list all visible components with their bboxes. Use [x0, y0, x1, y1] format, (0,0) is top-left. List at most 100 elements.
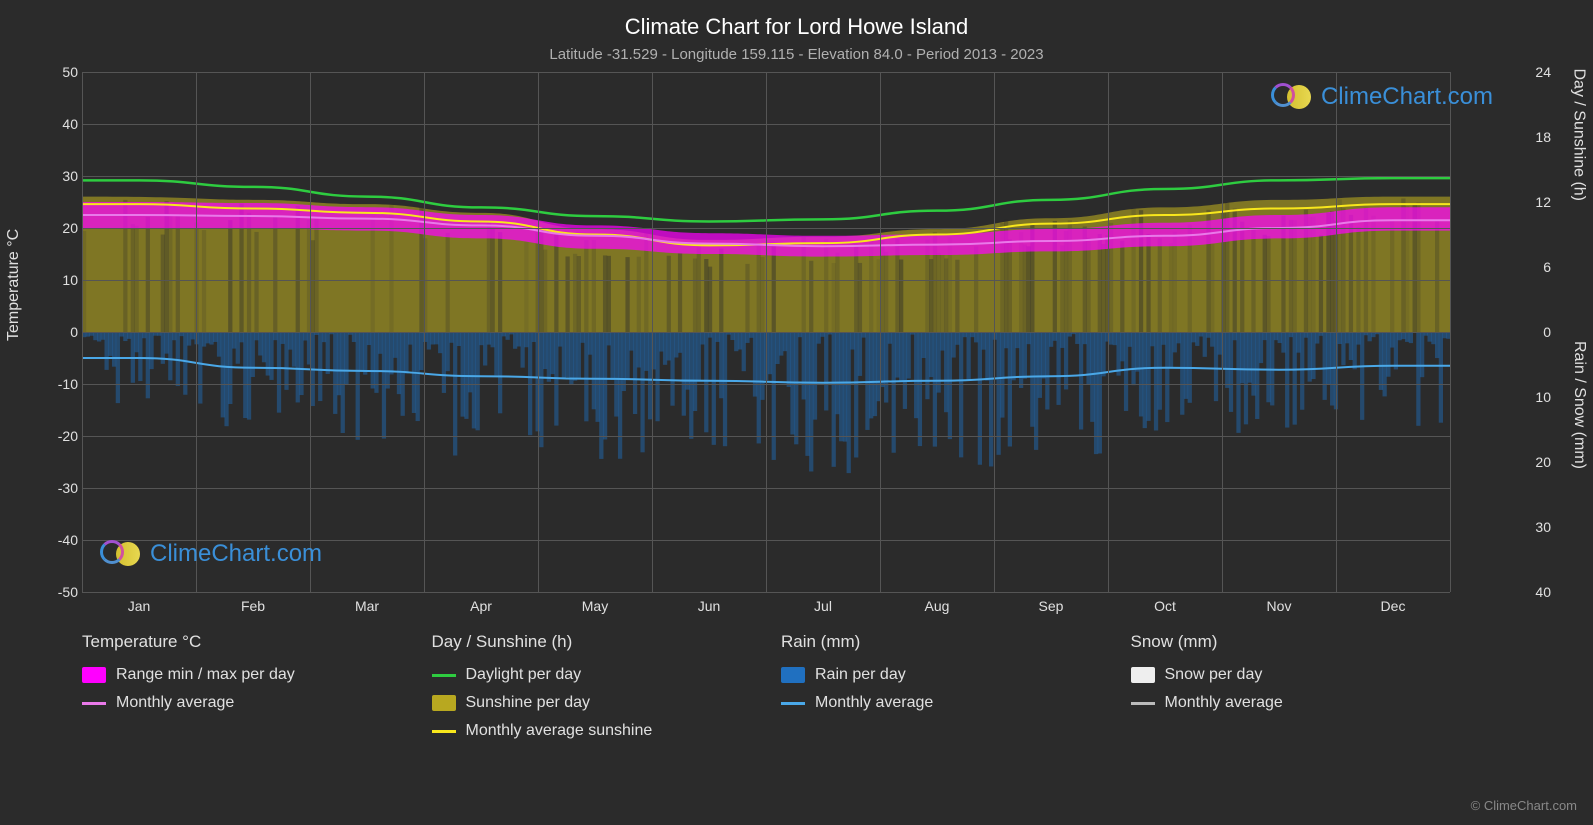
grid-line — [82, 592, 1450, 593]
legend-line-icon — [1131, 702, 1155, 705]
y-tick-left: -40 — [42, 532, 78, 548]
x-tick: Feb — [241, 598, 265, 614]
legend-swatch-icon — [1131, 667, 1155, 683]
climechart-logo-icon — [1271, 83, 1315, 111]
legend-item: Rain per day — [781, 666, 1101, 684]
watermark-text: ClimeChart.com — [150, 540, 322, 568]
legend-label: Snow per day — [1165, 666, 1263, 684]
x-tick: Apr — [470, 598, 492, 614]
chart-subtitle: Latitude -31.529 - Longitude 159.115 - E… — [0, 40, 1593, 63]
legend-item: Daylight per day — [432, 666, 752, 684]
legend-group-title: Temperature °C — [82, 632, 402, 652]
x-tick: Jul — [814, 598, 832, 614]
y-tick-right: 10 — [1515, 389, 1551, 405]
y-tick-left: 30 — [42, 168, 78, 184]
y-tick-right: 12 — [1515, 194, 1551, 210]
legend-line-icon — [432, 674, 456, 677]
x-tick: Mar — [355, 598, 379, 614]
grid-line — [652, 72, 653, 592]
legend-item: Monthly average — [781, 694, 1101, 712]
legend-group-title: Rain (mm) — [781, 632, 1101, 652]
legend-item: Snow per day — [1131, 666, 1451, 684]
y-tick-left: 0 — [42, 324, 78, 340]
x-tick: Aug — [925, 598, 950, 614]
y-axis-left-label: Temperature °C — [5, 229, 23, 341]
legend-label: Monthly average — [116, 694, 234, 712]
y-tick-left: 50 — [42, 64, 78, 80]
legend-label: Monthly average sunshine — [466, 722, 653, 740]
sunshine-texture — [82, 198, 1439, 332]
grid-line — [424, 72, 425, 592]
grid-line — [766, 72, 767, 592]
y-axis-right-top-label: Day / Sunshine (h) — [1570, 68, 1588, 201]
y-tick-right: 0 — [1515, 324, 1551, 340]
y-tick-left: 20 — [42, 220, 78, 236]
legend-group: Rain (mm) Rain per day Monthly average — [781, 632, 1101, 750]
grid-line — [994, 72, 995, 592]
grid-line — [1336, 72, 1337, 592]
climechart-logo-icon — [100, 540, 144, 568]
watermark-bottom: ClimeChart.com — [100, 540, 322, 568]
x-tick: Nov — [1267, 598, 1292, 614]
y-tick-right: 20 — [1515, 454, 1551, 470]
y-tick-left: -20 — [42, 428, 78, 444]
legend-label: Monthly average — [815, 694, 933, 712]
y-tick-left: 10 — [42, 272, 78, 288]
legend-label: Sunshine per day — [466, 694, 591, 712]
y-tick-left: 40 — [42, 116, 78, 132]
grid-line — [196, 72, 197, 592]
legend-group: Temperature °C Range min / max per day Mon… — [82, 632, 402, 750]
y-tick-right: 24 — [1515, 64, 1551, 80]
grid-line — [1222, 72, 1223, 592]
grid-line — [82, 72, 83, 592]
legend-line-icon — [82, 702, 106, 705]
legend-label: Range min / max per day — [116, 666, 295, 684]
legend-item: Monthly average — [1131, 694, 1451, 712]
y-tick-left: -10 — [42, 376, 78, 392]
legend-line-icon — [432, 730, 456, 733]
legend: Temperature °C Range min / max per day Mon… — [82, 632, 1450, 750]
legend-group: Snow (mm) Snow per day Monthly average — [1131, 632, 1451, 750]
x-tick: Oct — [1154, 598, 1176, 614]
legend-item: Monthly average sunshine — [432, 722, 752, 740]
legend-label: Daylight per day — [466, 666, 582, 684]
legend-group-title: Snow (mm) — [1131, 632, 1451, 652]
legend-item: Monthly average — [82, 694, 402, 712]
y-tick-right: 30 — [1515, 519, 1551, 535]
x-tick: Dec — [1381, 598, 1406, 614]
legend-line-icon — [781, 702, 805, 705]
grid-line — [1108, 72, 1109, 592]
x-tick: May — [582, 598, 608, 614]
watermark-text: ClimeChart.com — [1321, 83, 1493, 111]
legend-item: Range min / max per day — [82, 666, 402, 684]
x-tick: Sep — [1039, 598, 1064, 614]
copyright: © ClimeChart.com — [1471, 798, 1577, 813]
y-tick-right: 40 — [1515, 584, 1551, 600]
watermark-top: ClimeChart.com — [1271, 83, 1493, 111]
y-tick-left: -30 — [42, 480, 78, 496]
grid-line — [1450, 72, 1451, 592]
grid-line — [880, 72, 881, 592]
chart-title: Climate Chart for Lord Howe Island — [0, 0, 1593, 40]
y-tick-right: 6 — [1515, 259, 1551, 275]
legend-swatch-icon — [781, 667, 805, 683]
y-axis-right-bottom-label: Rain / Snow (mm) — [1570, 341, 1588, 469]
legend-label: Monthly average — [1165, 694, 1283, 712]
climate-chart: Climate Chart for Lord Howe Island Latit… — [0, 0, 1593, 825]
legend-swatch-icon — [432, 695, 456, 711]
legend-group: Day / Sunshine (h) Daylight per day Sunshi… — [432, 632, 752, 750]
y-tick-left: -50 — [42, 584, 78, 600]
grid-line — [310, 72, 311, 592]
y-tick-right: 18 — [1515, 129, 1551, 145]
y-axis-left: 50403020100-10-20-30-40-50 — [42, 72, 78, 592]
x-tick: Jun — [698, 598, 721, 614]
legend-swatch-icon — [82, 667, 106, 683]
legend-item: Sunshine per day — [432, 694, 752, 712]
legend-group-title: Day / Sunshine (h) — [432, 632, 752, 652]
plot-area — [82, 72, 1450, 592]
x-axis: Jan Feb Mar Apr May Jun Jul Aug Sep Oct Nov Dec — [82, 598, 1450, 622]
grid-line — [538, 72, 539, 592]
x-tick: Jan — [128, 598, 151, 614]
y-axis-right: 2418126010203040 — [1515, 72, 1551, 592]
legend-label: Rain per day — [815, 666, 906, 684]
